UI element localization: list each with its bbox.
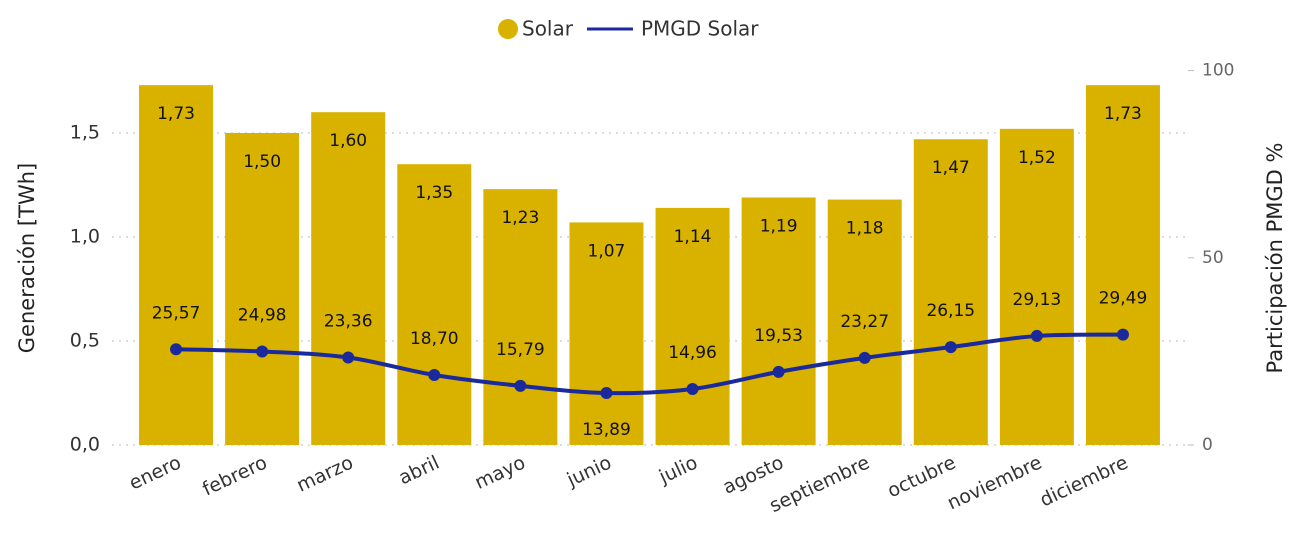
y2-tick-label: 100	[1202, 61, 1234, 81]
bar	[827, 199, 902, 445]
legend-swatch	[498, 19, 518, 39]
line-point	[428, 368, 441, 381]
line-value-label: 13,89	[582, 420, 631, 440]
line-point	[256, 345, 269, 358]
legend-label: PMGD Solar	[641, 17, 759, 41]
bar	[225, 133, 300, 445]
bar-value-label: 1,52	[1018, 148, 1056, 168]
bar	[483, 189, 558, 445]
line-point	[944, 341, 957, 354]
x-tick-label: marzo	[293, 452, 356, 497]
x-tick-label: junio	[563, 452, 615, 492]
y-tick-label: 1,0	[70, 226, 100, 248]
bar	[741, 197, 816, 445]
bar-value-label: 1,14	[674, 227, 712, 247]
line-point	[342, 351, 355, 364]
line-point	[772, 365, 785, 378]
bar	[999, 128, 1074, 445]
y-axis-title: Generación [TWh]	[15, 163, 39, 353]
line-value-label: 24,98	[238, 305, 287, 325]
y2-tick-label: 50	[1202, 248, 1224, 268]
line-value-label: 23,36	[324, 312, 373, 332]
bar-value-label: 1,19	[760, 216, 798, 236]
line-point	[170, 343, 183, 356]
line-point	[1116, 328, 1129, 341]
line-value-label: 19,53	[754, 326, 803, 346]
line-value-label: 25,57	[152, 303, 201, 323]
bar-value-label: 1,73	[1104, 104, 1142, 124]
bar-value-label: 1,47	[932, 158, 970, 178]
line-point	[600, 386, 613, 399]
x-tick-label: diciembre	[1037, 452, 1132, 512]
bar	[139, 85, 214, 445]
bar-value-label: 1,23	[501, 208, 539, 228]
line-value-label: 14,96	[668, 343, 717, 363]
line-point	[858, 351, 871, 364]
line-value-label: 26,15	[926, 301, 975, 321]
bar-value-label: 1,60	[329, 131, 367, 151]
bar	[569, 222, 644, 445]
y-tick-label: 1,5	[70, 122, 100, 144]
line-value-label: 18,70	[410, 329, 459, 349]
bar	[913, 139, 988, 446]
y2-tick-label: 0	[1202, 435, 1213, 455]
y2-axis-title: Participación PMGD %	[1263, 143, 1287, 374]
line	[175, 332, 1123, 396]
line-point	[514, 379, 527, 392]
y-tick-label: 0,5	[70, 330, 100, 352]
bar-value-label: 1,50	[243, 152, 281, 172]
line-value-label: 15,79	[496, 340, 545, 360]
bar	[655, 207, 730, 445]
bar	[1085, 85, 1160, 445]
line-point	[686, 382, 699, 395]
x-tick-label: febrero	[199, 452, 270, 501]
x-tick-label: mayo	[471, 452, 528, 494]
x-tick-label: julio	[655, 452, 701, 489]
bar-value-label: 1,18	[846, 219, 884, 239]
legend-label: Solar	[522, 17, 574, 41]
bar	[397, 164, 472, 445]
bar-value-label: 1,07	[588, 241, 626, 261]
line-value-label: 23,27	[840, 312, 889, 332]
bar	[311, 112, 386, 445]
x-tick-label: enero	[126, 452, 185, 495]
bar-value-label: 1,73	[157, 104, 195, 124]
line-point	[1030, 329, 1043, 342]
bar-value-label: 1,35	[415, 183, 453, 203]
x-tick-label: abril	[395, 452, 442, 490]
x-tick-label: noviembre	[944, 452, 1045, 515]
line-value-label: 29,13	[1013, 290, 1062, 310]
y-tick-label: 0,0	[70, 434, 100, 456]
line-value-label: 29,49	[1099, 289, 1148, 309]
